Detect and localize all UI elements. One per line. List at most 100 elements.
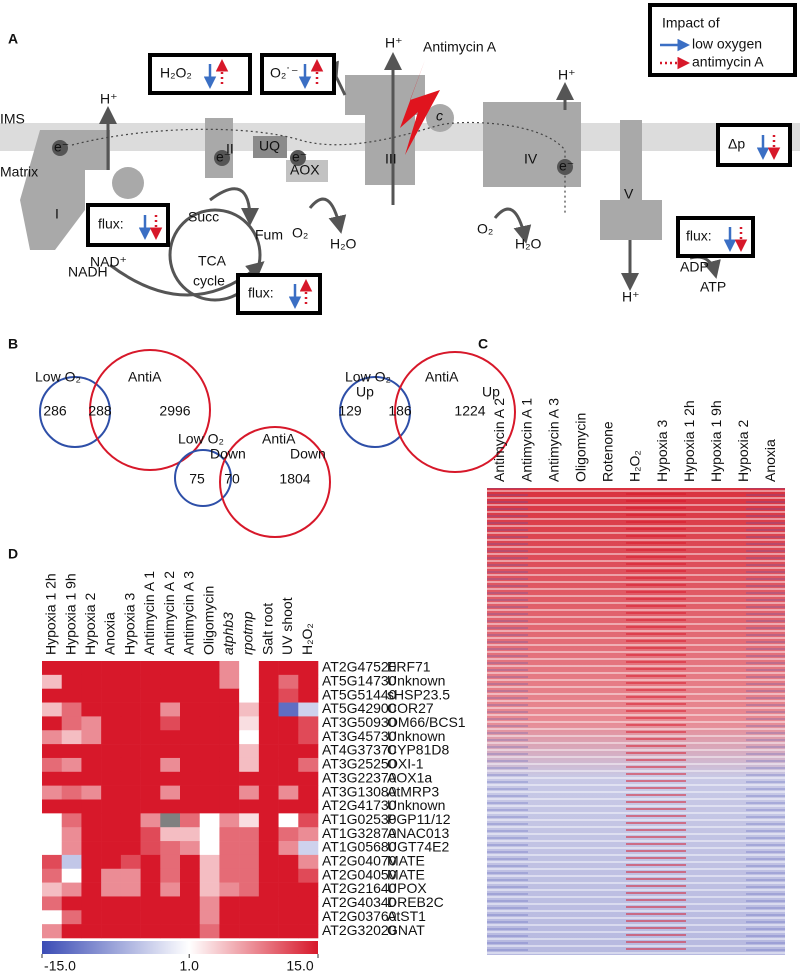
heat-cell [81,841,102,856]
venn-label: Low O₂ [178,431,224,447]
heat-cell [199,813,220,828]
panel-label: D [8,546,18,562]
legend-title: Impact of [662,15,720,31]
heat-cell [42,813,63,828]
heat-cell [160,661,181,676]
diagram-label: H₂O₂ [160,65,192,81]
heat-cell [219,896,240,911]
heat-cell [278,716,299,731]
heat-cell [140,896,161,911]
column-label: Antimycin A 1 [141,571,157,655]
heat-cell [239,702,260,717]
heat-cell [140,827,161,842]
heat-cell [180,827,201,842]
heat-cell [239,688,260,703]
heat-cell [160,716,181,731]
gene-id: AT3G13080 [322,783,397,799]
heat-cell [239,674,260,689]
heat-cell [120,854,141,870]
heat-cell [239,744,260,759]
diagram-label: Matrix [0,164,38,180]
color-bar [42,941,318,954]
gene-id: AT5G51440 [322,686,397,702]
gene-id: AT3G50930 [322,714,397,730]
heat-cell [278,744,299,759]
heat-cell [219,757,240,773]
heat-cell [298,785,319,800]
heat-cell [61,716,82,731]
gene-name: DREB2C [387,894,444,910]
heat-cell [199,744,220,759]
venn-label: AntiA [425,369,459,385]
diagram-label: c [436,108,443,124]
heat-cell [81,924,102,939]
column-label: atphb3 [220,612,236,655]
column-label: Hypoxia 2 [82,593,98,655]
heat-cell [199,896,220,911]
heat-cell [278,674,299,689]
gene-id: AT3G45730 [322,728,397,744]
diagram-label: e⁻ [54,139,69,155]
gene-id: AT4G37370 [322,742,397,758]
heat-cell [180,924,201,939]
heat-cell [219,688,240,703]
heat-cell [42,744,63,759]
heat-cell [61,730,82,745]
heat-cell [140,924,161,939]
heat-cell [42,757,63,773]
gene-id: AT3G25250 [322,756,397,772]
heat-cell [160,910,181,925]
heat-cell [120,841,141,856]
heat-cell [199,702,220,717]
gene-name: ANAC013 [387,825,449,841]
heat-cell [258,827,279,842]
heat-cell [160,924,181,939]
diagram-label: Antimycin A [423,39,497,55]
column-label: UV shoot [279,597,295,655]
heat-cell [61,757,82,773]
diagram-label: H₂O [330,236,357,252]
heat-cell [120,896,141,911]
heat-cell [81,674,102,689]
heat-cell [298,661,319,676]
heat-cell [258,799,279,814]
heat-cell [298,757,319,773]
heat-cell [101,674,122,689]
panel-a-diagram [0,3,800,315]
heat-cell [180,854,201,870]
heat-cell [180,730,201,745]
gene-id: AT1G02530 [322,811,397,827]
heat-cell [199,661,220,676]
heat-cell [180,744,201,759]
gene-name: OXI-1 [387,756,424,772]
heat-cell [180,688,201,703]
heat-cell [298,744,319,759]
heat-cell [81,854,102,870]
heat-cell [101,702,122,717]
heat-cell [219,661,240,676]
diagram-label: e⁻ [559,158,574,174]
heat-cell [140,882,161,897]
heat-cell [140,785,161,800]
diagram-label: III [385,151,397,167]
heat-cell [81,771,102,786]
diagram-label: cycle [193,273,225,289]
heat-cell [199,771,220,786]
heat-cell [81,827,102,842]
heat-cell [219,924,240,939]
legend-item: low oxygen [692,36,762,52]
venn-count: 2996 [159,403,190,419]
heat-cell [61,910,82,925]
antimycin-bolt [400,60,440,155]
heat-cell [258,910,279,925]
heat-cell [278,910,299,925]
diagram-label: II [226,141,234,157]
heat-cell [101,688,122,703]
heat-cell [180,702,201,717]
diagram-label: O₂ [477,221,493,237]
heat-cell [140,910,161,925]
heat-cell [101,730,122,745]
heat-cell [140,674,161,689]
heat-cell [140,841,161,856]
heat-cell [298,771,319,786]
